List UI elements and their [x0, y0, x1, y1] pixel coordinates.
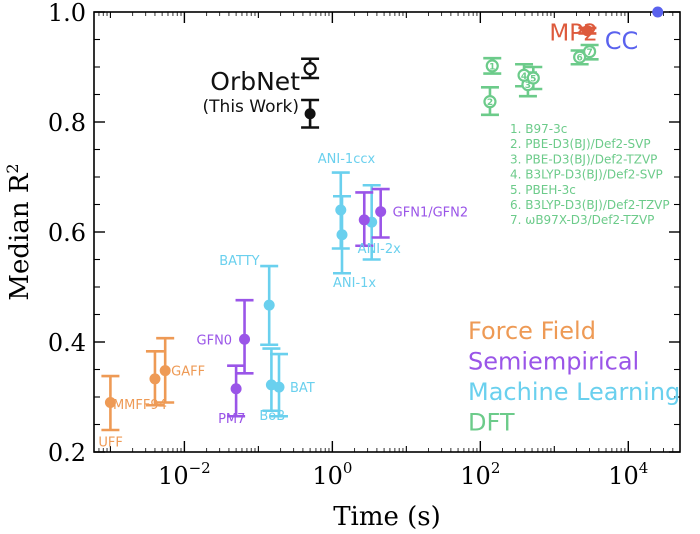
y-tick-label: 0.4: [48, 329, 86, 357]
point-bat: [273, 381, 285, 393]
orbnet-subtitle: (This Work): [203, 97, 299, 117]
y-axis-title-main: Median R: [5, 172, 35, 300]
x-tick-label: 102: [460, 459, 500, 490]
orbnet-title: OrbNet: [210, 67, 300, 96]
point-orbnet: [304, 108, 316, 120]
point-gfn0: [239, 333, 251, 345]
dft-method-item: 4. B3LYP-D3(BJ)/Def2-SVP: [510, 168, 663, 182]
point-label: GFN1/GFN2: [393, 206, 468, 221]
point-label: BATTY: [219, 254, 259, 269]
legend-entry: Force Field: [468, 317, 596, 345]
y-axis-title-sup: 2: [3, 163, 22, 173]
dft-point-number: 1: [489, 62, 495, 72]
point-label: MP2: [549, 21, 597, 47]
y-tick-label: 0.8: [48, 109, 86, 137]
point-ani-1ccx: [335, 204, 347, 216]
point-label: BoB: [259, 409, 285, 424]
dft-method-item: 3. PBE-D3(BJ)/Def2-TZVP: [510, 152, 657, 166]
dft-point-number: 5: [530, 75, 536, 85]
dft-point-number: 3: [525, 81, 531, 91]
point-ani-1x: [336, 229, 348, 241]
point-6: [573, 50, 587, 64]
point-pm7: [230, 383, 242, 395]
point-label: BAT: [290, 381, 315, 396]
x-axis-title: Time (s): [333, 502, 441, 532]
point-mmff94: [149, 373, 161, 385]
y-tick-label: 1.0: [48, 0, 86, 27]
dft-method-item: 7. ωB97X-D3/Def2-TZVP: [510, 213, 654, 227]
dft-point-number: 2: [487, 98, 493, 108]
legend-entry: Semiempirical: [468, 348, 639, 376]
point-label: GFN0: [197, 333, 233, 348]
point-label: MMFF94: [113, 398, 167, 413]
x-tick-label: 10−2: [158, 459, 211, 490]
dft-point-number: 7: [586, 48, 592, 58]
dft-point-number: 4: [521, 72, 527, 82]
point-label: ANI-1x: [333, 276, 376, 291]
x-tick-label: 104: [608, 459, 648, 490]
point-7: [583, 44, 597, 59]
point-gaff: [159, 365, 171, 377]
dft-method-item: 2. PBE-D3(BJ)/Def2-SVP: [510, 137, 651, 151]
legend-entry: Machine Learning: [468, 378, 680, 406]
y-tick-label: 0.6: [48, 219, 86, 247]
point-cc: [652, 6, 664, 18]
point-2: [483, 95, 497, 109]
point-label: PM7: [218, 412, 245, 427]
y-axis-title: Median R2: [3, 163, 35, 300]
data-points: [104, 6, 664, 408]
axis-ticks: 0.2 0.4 0.6 0.8 1.0 10−2 100 102 104: [48, 0, 681, 490]
dft-point-number: 6: [577, 54, 583, 64]
point-label: UFF: [98, 436, 122, 451]
point-label: CC: [605, 27, 639, 55]
point-unlabeled: [358, 214, 370, 226]
point-label: ANI-2x: [358, 242, 401, 257]
point-1: [485, 59, 499, 73]
dft-method-item: 1. B97-3c: [510, 122, 567, 136]
x-tick-label: 100: [312, 459, 352, 490]
point-mp2: [581, 25, 593, 37]
point-label: GAFF: [171, 365, 205, 380]
point-gfn1-gfn2: [375, 206, 387, 218]
y-tick-label: 0.2: [48, 439, 86, 467]
dft-method-item: 5. PBEH-3c: [510, 183, 576, 197]
point-unlabeled: [303, 62, 317, 76]
point-uff: [104, 397, 116, 408]
point-5: [526, 71, 540, 85]
legend-entry: DFT: [468, 409, 515, 437]
point-batty: [263, 299, 275, 311]
point-label: ANI-1ccx: [318, 152, 376, 167]
dft-method-item: 6. B3LYP-D3(BJ)/Def2-TZVP: [510, 198, 670, 212]
point-labels: UFF MMFF94 GAFF PM7 GFN0 BATTY BoB BAT ANI-1ccx A…: [98, 21, 638, 451]
